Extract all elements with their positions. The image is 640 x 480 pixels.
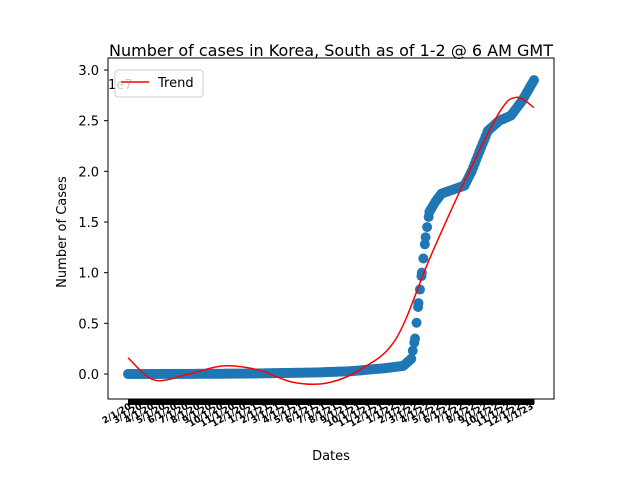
scatter-point (407, 345, 418, 356)
scatter-point (420, 232, 431, 243)
y-tick-label: 2.5 (78, 115, 99, 130)
x-tick-band (128, 399, 534, 405)
y-tick-label: 0.0 (78, 368, 99, 383)
x-axis: 2/1/203/1/204/1/205/1/206/1/207/1/208/1/… (101, 399, 536, 430)
trend-line (127, 96, 535, 386)
scatter-point (413, 298, 424, 309)
axes-frame (107, 57, 555, 400)
scatter-series (123, 75, 539, 379)
y-axis: 0.0 0.5 1.0 1.5 2.0 2.5 3.0 (78, 64, 108, 383)
y-tick-label: 3.0 (78, 64, 99, 79)
y-tick-label: 0.5 (78, 317, 99, 332)
legend-box (114, 69, 204, 98)
scatter-point (410, 333, 421, 344)
y-tick-label: 2.0 (78, 165, 99, 180)
y-tick-label: 1.0 (78, 267, 99, 282)
y-tick-label: 1.5 (78, 216, 99, 231)
scatter-point (529, 75, 539, 86)
scatter-point (406, 353, 417, 364)
legend-label-trend: Trend (157, 76, 194, 91)
scatter-point (411, 317, 422, 328)
y-axis-label: Number of Cases (55, 176, 70, 288)
x-axis-label: Dates (312, 449, 350, 464)
scatter-point (422, 222, 433, 233)
scatter-point (418, 253, 429, 264)
plot-area (123, 75, 539, 386)
scatter-point (414, 284, 425, 295)
chart-title: Number of cases in Korea, South as of 1-… (109, 41, 553, 60)
legend: Trend (114, 69, 204, 98)
